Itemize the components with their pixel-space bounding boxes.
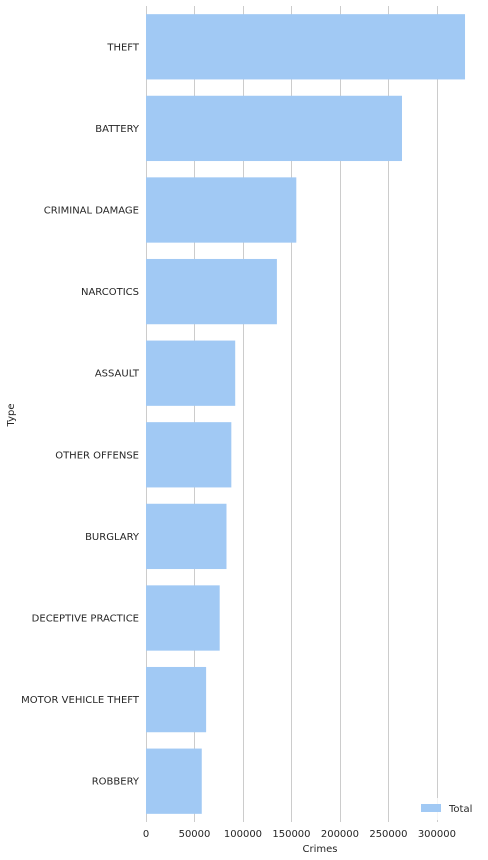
category-label: DECEPTIVE PRACTICE xyxy=(32,614,139,625)
bar xyxy=(146,585,220,651)
category-labels: THEFT BATTERY CRIMINAL DAMAGE NARCOTICS ASSA… xyxy=(21,42,140,787)
category-label: ROBBERY xyxy=(92,777,140,788)
bar xyxy=(146,340,236,406)
category-label: MOTOR VEHICLE THEFT xyxy=(21,695,140,706)
x-tick-label: 0 xyxy=(143,829,149,840)
y-axis-label: Type xyxy=(6,404,17,428)
category-label: ASSAULT xyxy=(95,369,140,380)
x-axis-label: Crimes xyxy=(303,844,338,855)
x-tick-label: 50000 xyxy=(179,829,211,840)
bar xyxy=(146,95,402,162)
bar xyxy=(146,666,207,733)
x-tick-label: 150000 xyxy=(272,829,310,840)
x-tick-label: 250000 xyxy=(369,829,407,840)
x-tick-label: 100000 xyxy=(224,829,262,840)
legend-swatch xyxy=(421,804,441,812)
category-label: THEFT xyxy=(106,42,140,53)
bar xyxy=(146,258,277,325)
x-tick-label: 200000 xyxy=(321,829,359,840)
bars xyxy=(146,14,466,814)
x-tick-labels: 0 50000 100000 150000 200000 250000 300000 xyxy=(143,829,456,840)
category-label: CRIMINAL DAMAGE xyxy=(44,206,139,217)
legend-box xyxy=(414,798,476,820)
x-tick-label: 300000 xyxy=(418,829,456,840)
bar xyxy=(146,503,227,570)
bar xyxy=(146,14,466,80)
bar xyxy=(146,748,202,814)
category-label: BURGLARY xyxy=(85,532,140,543)
category-label: BATTERY xyxy=(95,124,140,135)
category-label: NARCOTICS xyxy=(81,287,139,298)
legend-label: Total xyxy=(448,804,472,815)
category-label: OTHER OFFENSE xyxy=(55,450,139,461)
legend: Total xyxy=(414,798,476,820)
bar xyxy=(146,177,297,243)
bar xyxy=(146,422,232,488)
